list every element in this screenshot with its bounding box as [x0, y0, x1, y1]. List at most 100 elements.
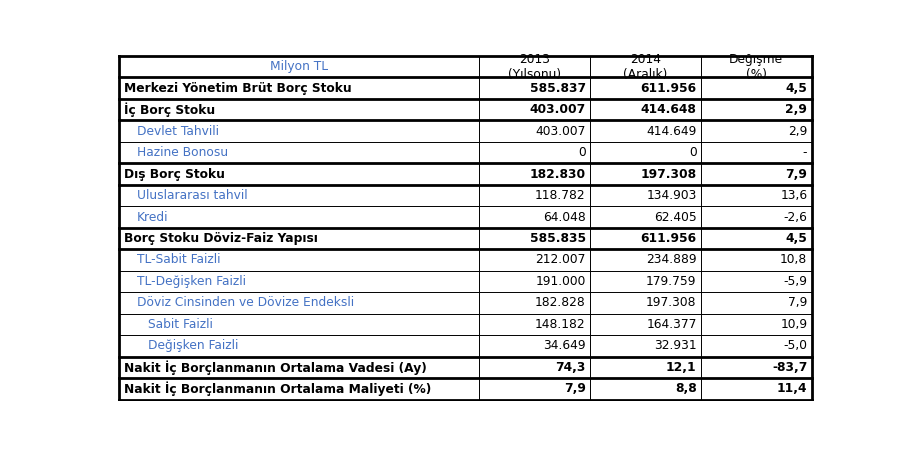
Text: Değişme
(%): Değişme (%) — [729, 53, 784, 81]
Bar — [701, 120, 812, 142]
Bar — [479, 357, 590, 378]
Bar — [701, 99, 812, 120]
Text: 32.931: 32.931 — [654, 340, 696, 352]
Bar — [479, 142, 590, 163]
Text: 182.830: 182.830 — [529, 167, 586, 180]
Text: İç Borç Stoku: İç Borç Stoku — [124, 102, 215, 117]
Text: -83,7: -83,7 — [772, 361, 807, 374]
Bar — [701, 206, 812, 228]
Bar — [119, 142, 479, 163]
Text: 585.837: 585.837 — [529, 82, 586, 95]
Text: -: - — [803, 146, 807, 159]
Text: 62.405: 62.405 — [654, 211, 696, 224]
Text: Değişken Faizli: Değişken Faizli — [148, 340, 239, 352]
Text: 12,1: 12,1 — [666, 361, 696, 374]
Text: Hazine Bonosu: Hazine Bonosu — [137, 146, 228, 159]
Bar — [590, 120, 701, 142]
Text: 2,9: 2,9 — [788, 124, 807, 138]
Text: 2013
(Yılsonu): 2013 (Yılsonu) — [508, 53, 561, 81]
Text: 197.308: 197.308 — [640, 167, 696, 180]
Bar — [701, 228, 812, 249]
Bar — [590, 163, 701, 185]
Bar — [701, 56, 812, 77]
Text: 585.835: 585.835 — [529, 232, 586, 245]
Bar — [119, 228, 479, 249]
Text: 164.377: 164.377 — [646, 318, 696, 331]
Bar — [479, 378, 590, 400]
Text: 403.007: 403.007 — [529, 103, 586, 116]
Bar — [590, 357, 701, 378]
Bar — [701, 378, 812, 400]
Bar — [590, 228, 701, 249]
Text: 4,5: 4,5 — [785, 82, 807, 95]
Bar — [479, 206, 590, 228]
Text: 212.007: 212.007 — [536, 253, 586, 267]
Bar — [119, 335, 479, 357]
Bar — [590, 271, 701, 292]
Text: 10,9: 10,9 — [780, 318, 807, 331]
Text: 7,9: 7,9 — [564, 382, 586, 396]
Bar — [590, 77, 701, 99]
Text: 414.649: 414.649 — [646, 124, 696, 138]
Bar — [479, 249, 590, 271]
Text: Borç Stoku Döviz-Faiz Yapısı: Borç Stoku Döviz-Faiz Yapısı — [124, 232, 318, 245]
Text: Dış Borç Stoku: Dış Borç Stoku — [124, 167, 225, 180]
Text: 134.903: 134.903 — [646, 189, 696, 202]
Text: 11,4: 11,4 — [777, 382, 807, 396]
Bar — [119, 378, 479, 400]
Text: 34.649: 34.649 — [543, 340, 586, 352]
Bar — [119, 163, 479, 185]
Bar — [479, 271, 590, 292]
Bar — [701, 77, 812, 99]
Bar — [590, 292, 701, 314]
Bar — [119, 77, 479, 99]
Bar — [119, 271, 479, 292]
Bar — [590, 206, 701, 228]
Bar — [701, 185, 812, 206]
Bar — [119, 314, 479, 335]
Bar — [479, 56, 590, 77]
Bar — [479, 99, 590, 120]
Bar — [701, 271, 812, 292]
Text: 13,6: 13,6 — [780, 189, 807, 202]
Text: 7,9: 7,9 — [785, 167, 807, 180]
Bar — [590, 142, 701, 163]
Bar — [119, 56, 479, 77]
Text: -5,9: -5,9 — [784, 275, 807, 288]
Text: Nakit İç Borçlanmanın Ortalama Vadesi (Ay): Nakit İç Borçlanmanın Ortalama Vadesi (A… — [124, 360, 427, 375]
Bar — [701, 249, 812, 271]
Text: 7,9: 7,9 — [788, 296, 807, 309]
Bar — [479, 292, 590, 314]
Bar — [701, 142, 812, 163]
Bar — [701, 292, 812, 314]
Bar — [119, 120, 479, 142]
Text: 10,8: 10,8 — [780, 253, 807, 267]
Text: 611.956: 611.956 — [640, 232, 696, 245]
Text: TL-Değişken Faizli: TL-Değişken Faizli — [137, 275, 246, 288]
Text: Nakit İç Borçlanmanın Ortalama Maliyeti (%): Nakit İç Borçlanmanın Ortalama Maliyeti … — [124, 382, 431, 396]
Bar — [590, 56, 701, 77]
Bar — [701, 335, 812, 357]
Text: Devlet Tahvili: Devlet Tahvili — [137, 124, 219, 138]
Text: 234.889: 234.889 — [646, 253, 696, 267]
Text: 4,5: 4,5 — [785, 232, 807, 245]
Text: Kredi: Kredi — [137, 211, 168, 224]
Text: 179.759: 179.759 — [646, 275, 696, 288]
Bar — [701, 357, 812, 378]
Bar — [701, 163, 812, 185]
Text: TL-Sabit Faizli: TL-Sabit Faizli — [137, 253, 221, 267]
Text: Merkezi Yönetim Brüt Borç Stoku: Merkezi Yönetim Brüt Borç Stoku — [124, 82, 351, 95]
Text: 118.782: 118.782 — [535, 189, 586, 202]
Bar — [119, 357, 479, 378]
Text: -5,0: -5,0 — [784, 340, 807, 352]
Text: 0: 0 — [578, 146, 586, 159]
Text: 414.648: 414.648 — [641, 103, 696, 116]
Text: 148.182: 148.182 — [535, 318, 586, 331]
Text: 611.956: 611.956 — [640, 82, 696, 95]
Text: 403.007: 403.007 — [536, 124, 586, 138]
Bar — [479, 314, 590, 335]
Bar — [479, 185, 590, 206]
Text: Uluslararası tahvil: Uluslararası tahvil — [137, 189, 247, 202]
Bar — [119, 99, 479, 120]
Bar — [119, 206, 479, 228]
